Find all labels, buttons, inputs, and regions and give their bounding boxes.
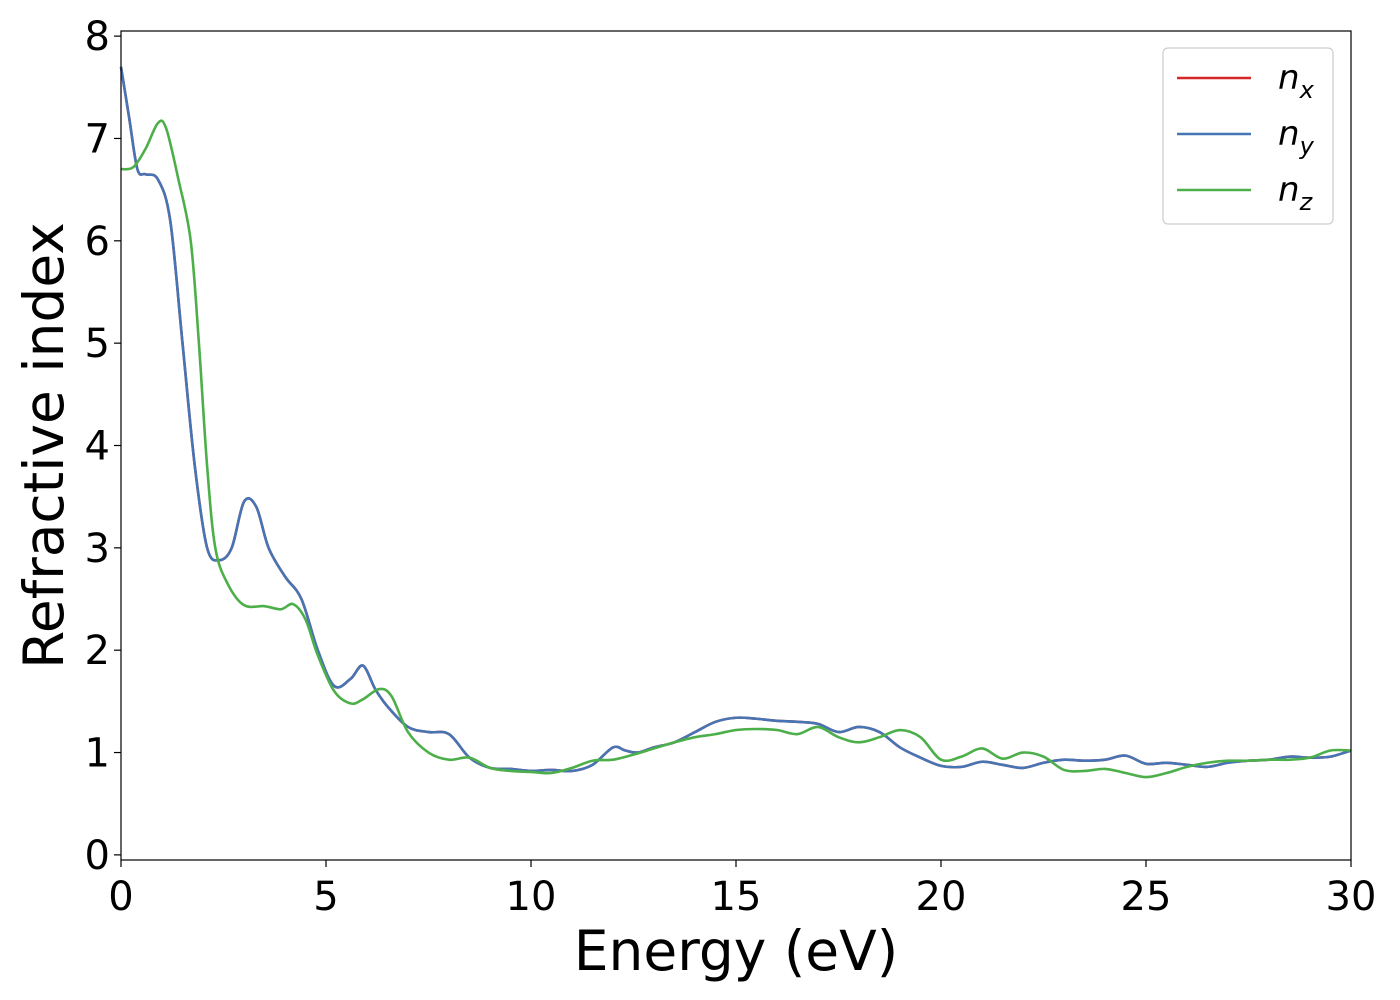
x-tick-label: 20: [916, 874, 967, 920]
x-tick-label: 5: [313, 874, 338, 920]
y-tick-label: 2: [85, 628, 110, 674]
legend: nx ny nz: [1162, 47, 1334, 225]
x-tick-label: 15: [711, 874, 762, 920]
legend-label: ny: [1278, 114, 1315, 160]
y-tick-label: 8: [85, 14, 110, 60]
series-line-n-z: [120, 119, 1352, 779]
legend-label: nz: [1278, 170, 1314, 216]
y-tick-label: 7: [85, 116, 110, 162]
x-tick-label: 10: [506, 874, 557, 920]
tick-layer: 0 5 10 15 20 25 30 0 1 2 3 4 5 6 7 8: [85, 14, 1377, 920]
y-tick-label: 5: [85, 321, 110, 367]
y-tick-label: 1: [85, 731, 110, 777]
y-tick-label: 0: [85, 833, 110, 879]
y-axis-title: Refractive index: [12, 222, 76, 669]
legend-box: [1162, 47, 1334, 225]
y-tick-label: 3: [85, 526, 110, 572]
x-tick-label: 30: [1326, 874, 1377, 920]
legend-label: nx: [1278, 58, 1315, 104]
x-tick-label: 0: [108, 874, 133, 920]
x-axis-title: Energy (eV): [574, 919, 898, 983]
x-tick-label: 25: [1121, 874, 1172, 920]
y-tick-label: 4: [85, 424, 110, 470]
legend-entry-n-z: nz: [1177, 170, 1314, 216]
legend-entry-n-x: nx: [1177, 58, 1315, 104]
legend-entry-n-y: ny: [1177, 114, 1315, 160]
series-layer: [119, 66, 1352, 779]
y-tick-label: 6: [85, 219, 110, 265]
